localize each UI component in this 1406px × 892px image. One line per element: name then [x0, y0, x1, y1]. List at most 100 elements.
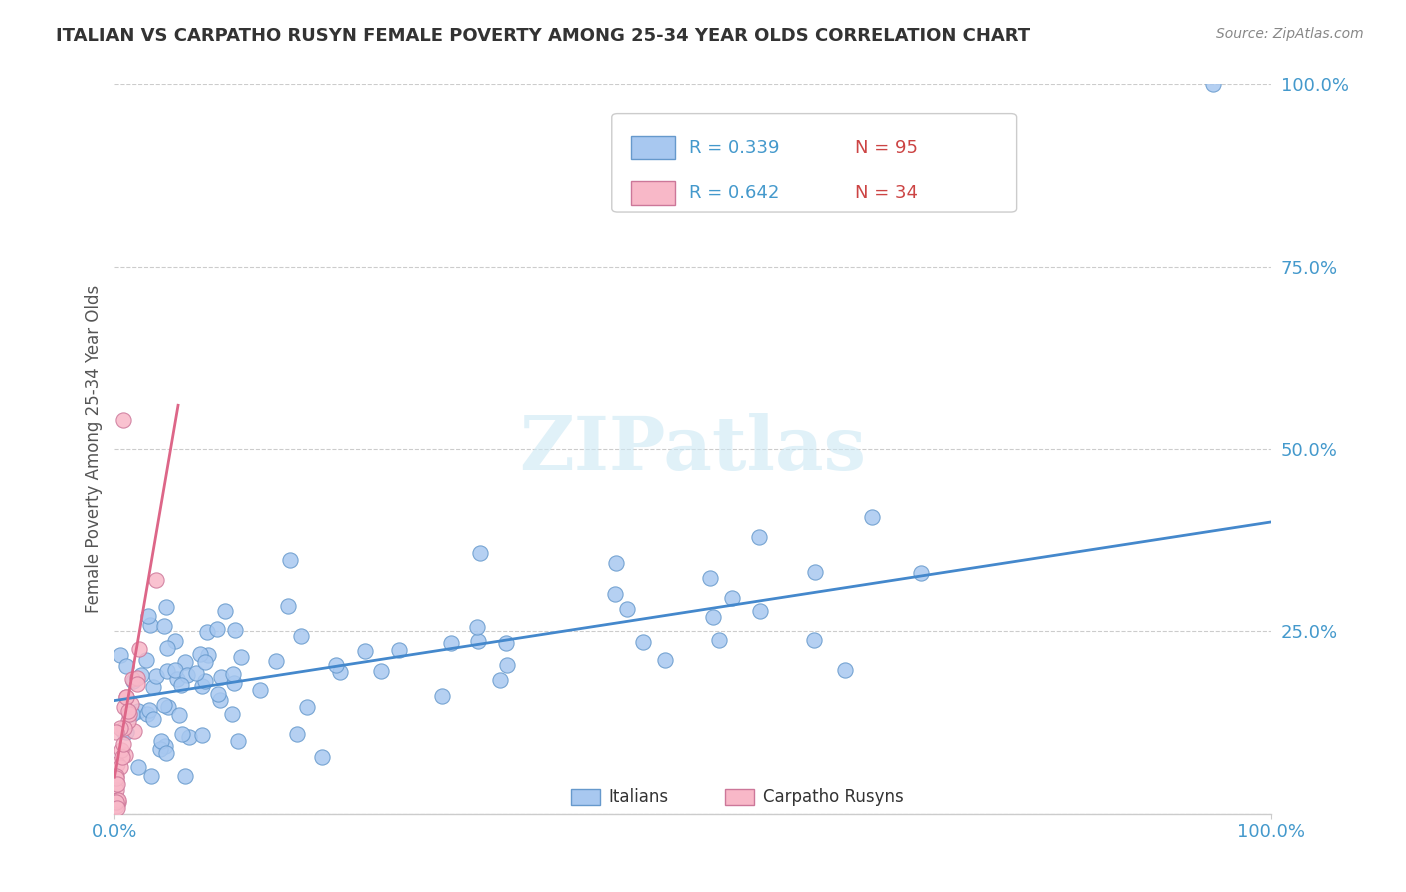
Point — [654, 653, 676, 667]
Point — [325, 658, 347, 673]
Point — [166, 672, 188, 686]
Point — [135, 707, 157, 722]
Point — [803, 633, 825, 648]
Point — [139, 769, 162, 783]
Point — [278, 553, 301, 567]
FancyBboxPatch shape — [631, 136, 675, 159]
Point — [108, 648, 131, 662]
Point — [129, 667, 152, 681]
Point — [104, 795, 127, 809]
Point — [295, 699, 318, 714]
Point — [207, 687, 229, 701]
Point — [115, 690, 138, 704]
Point — [616, 602, 638, 616]
Point — [105, 771, 128, 785]
Point — [105, 799, 128, 814]
Point — [145, 573, 167, 587]
Point — [142, 680, 165, 694]
Point — [231, 649, 253, 664]
Point — [117, 704, 139, 718]
Point — [290, 629, 312, 643]
Point — [465, 620, 488, 634]
Point — [176, 668, 198, 682]
Point — [112, 413, 135, 427]
Point — [105, 801, 128, 815]
Point — [329, 665, 352, 679]
Point — [107, 795, 129, 809]
Point — [107, 793, 129, 807]
Point — [165, 633, 187, 648]
Point — [105, 782, 128, 797]
Point — [135, 653, 157, 667]
Point — [495, 657, 517, 672]
Point — [117, 714, 139, 729]
Point — [195, 624, 218, 639]
Point — [153, 619, 176, 633]
Point — [489, 673, 512, 688]
Text: ZIPatlas: ZIPatlas — [519, 412, 866, 485]
Point — [114, 690, 136, 704]
Point — [702, 609, 724, 624]
Point — [145, 668, 167, 682]
Point — [188, 647, 211, 661]
Point — [138, 617, 160, 632]
Point — [105, 774, 128, 789]
Point — [156, 700, 179, 714]
FancyBboxPatch shape — [612, 113, 1017, 212]
Point — [112, 724, 135, 739]
Point — [603, 587, 626, 601]
Point — [165, 664, 187, 678]
Point — [108, 721, 131, 735]
Point — [1202, 78, 1225, 92]
Point — [128, 641, 150, 656]
Point — [860, 509, 883, 524]
Point — [125, 671, 148, 685]
Point — [631, 635, 654, 649]
Point — [138, 703, 160, 717]
FancyBboxPatch shape — [631, 181, 675, 205]
Point — [122, 674, 145, 689]
Point — [111, 750, 134, 764]
Point — [354, 644, 377, 658]
Y-axis label: Female Poverty Among 25-34 Year Olds: Female Poverty Among 25-34 Year Olds — [86, 285, 103, 613]
Point — [467, 634, 489, 648]
Point — [112, 722, 135, 736]
Point — [105, 777, 128, 791]
Point — [155, 746, 177, 760]
Point — [709, 632, 731, 647]
Point — [150, 733, 173, 747]
Point — [834, 663, 856, 677]
Point — [197, 648, 219, 662]
Point — [114, 659, 136, 673]
Point — [209, 670, 232, 684]
Point — [266, 655, 288, 669]
Text: N = 95: N = 95 — [855, 138, 918, 156]
Point — [110, 743, 132, 757]
Point — [112, 738, 135, 752]
Point — [285, 727, 308, 741]
Point — [173, 769, 195, 783]
Point — [155, 641, 177, 656]
Point — [121, 672, 143, 686]
Text: Italians: Italians — [609, 788, 668, 805]
Point — [104, 769, 127, 783]
Point — [228, 734, 250, 748]
Point — [748, 530, 770, 544]
Point — [127, 704, 149, 718]
Point — [605, 556, 627, 570]
Point — [430, 689, 453, 703]
Point — [205, 623, 228, 637]
Point — [169, 678, 191, 692]
Point — [495, 636, 517, 650]
Point — [803, 566, 825, 580]
Point — [699, 571, 721, 585]
Point — [249, 683, 271, 698]
Point — [209, 692, 232, 706]
Point — [388, 643, 411, 657]
Point — [136, 609, 159, 624]
Point — [127, 760, 149, 774]
Point — [125, 677, 148, 691]
Point — [105, 757, 128, 772]
Point — [173, 655, 195, 669]
FancyBboxPatch shape — [571, 789, 600, 805]
